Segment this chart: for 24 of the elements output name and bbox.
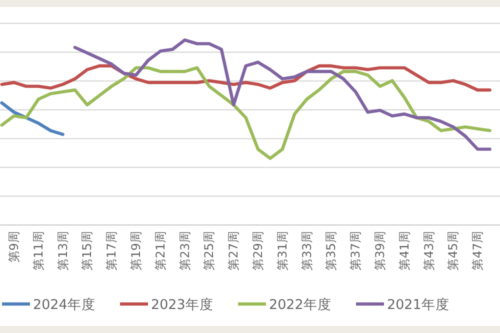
x-tick-label: 第23周 — [178, 231, 192, 270]
legend-label: 2024年度 — [33, 297, 96, 313]
x-tick-label: 第29周 — [251, 231, 265, 270]
x-tick-label: 第19周 — [129, 231, 143, 270]
x-tick-label: 第47周 — [470, 231, 485, 270]
x-tick-label: 第27周 — [226, 231, 241, 270]
x-tick-label: 第15周 — [80, 231, 94, 270]
x-tick-label: 第11周 — [31, 231, 46, 270]
x-tick-label: 第31周 — [275, 231, 290, 270]
x-tick-label: 第43周 — [422, 231, 436, 270]
legend-label: 2022年度 — [269, 297, 332, 313]
x-tick-label: 第39周 — [373, 231, 387, 270]
x-tick-label: 第17周 — [104, 231, 119, 270]
x-tick-label: 第9周 — [7, 231, 21, 263]
legend-label: 2021年度 — [387, 297, 450, 313]
x-tick-label: 第25周 — [202, 231, 216, 270]
legend-label: 2023年度 — [151, 297, 214, 313]
x-tick-label: 第37周 — [348, 231, 363, 270]
x-tick-label: 第41周 — [397, 231, 412, 270]
x-tick-label: 第35周 — [324, 231, 338, 270]
x-tick-label: 第21周 — [153, 231, 168, 270]
x-tick-label: 第13周 — [56, 231, 70, 270]
x-tick-label: 第45周 — [446, 231, 460, 270]
x-tick-label: 第33周 — [300, 231, 314, 270]
